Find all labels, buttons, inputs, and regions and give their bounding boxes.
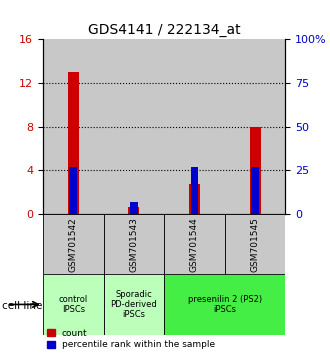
Text: presenilin 2 (PS2)
iPSCs: presenilin 2 (PS2) iPSCs: [188, 295, 262, 314]
Bar: [225, 39, 285, 214]
Bar: [43, 274, 104, 335]
Bar: [128, 206, 139, 214]
Text: GSM701545: GSM701545: [250, 217, 260, 272]
Bar: [164, 214, 225, 274]
Bar: [69, 167, 77, 214]
Legend: count, percentile rank within the sample: count, percentile rank within the sample: [48, 329, 215, 349]
Bar: [104, 39, 164, 214]
Text: cell line: cell line: [2, 301, 42, 311]
Bar: [68, 72, 79, 214]
Bar: [250, 127, 261, 214]
Bar: [191, 167, 198, 214]
Title: GDS4141 / 222134_at: GDS4141 / 222134_at: [88, 23, 241, 36]
Bar: [164, 39, 225, 214]
Bar: [104, 214, 164, 274]
Bar: [225, 214, 285, 274]
Bar: [130, 202, 138, 214]
Text: GSM701543: GSM701543: [129, 217, 138, 272]
Bar: [104, 274, 164, 335]
Bar: [43, 39, 104, 214]
Bar: [164, 274, 285, 335]
Bar: [189, 183, 200, 214]
Text: control
IPSCs: control IPSCs: [59, 295, 88, 314]
Bar: [251, 167, 259, 214]
Text: GSM701544: GSM701544: [190, 217, 199, 272]
Bar: [43, 214, 104, 274]
Text: GSM701542: GSM701542: [69, 217, 78, 272]
Text: Sporadic
PD-derived
iPSCs: Sporadic PD-derived iPSCs: [111, 290, 157, 319]
